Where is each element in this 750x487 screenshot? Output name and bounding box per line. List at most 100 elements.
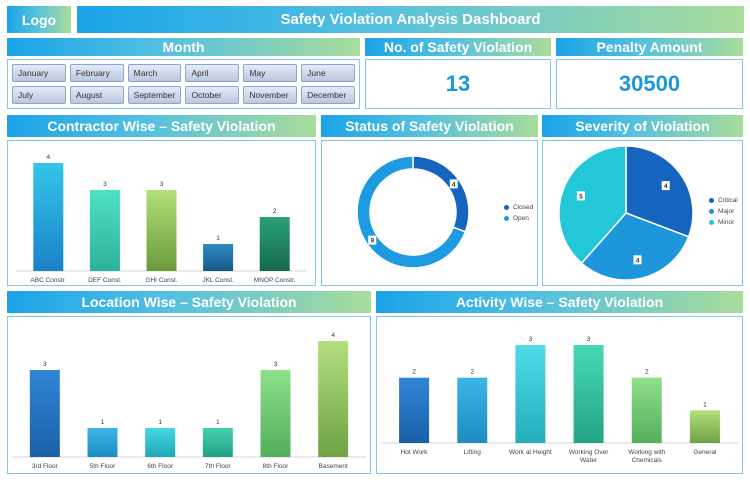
severity-pie-chart: 4 4 5 xyxy=(558,145,694,281)
contractor-category-label: MNOP Constr. xyxy=(254,277,296,284)
activity-chart-panel: 2 Hot Work 2 Lifting 3 Work at Height 3 Working… xyxy=(376,316,743,474)
contractor-value-label: 2 xyxy=(273,208,277,215)
month-button-october[interactable]: October xyxy=(185,86,240,104)
month-button-july[interactable]: July xyxy=(12,86,66,104)
location-category-label: 7th Floor xyxy=(205,463,231,470)
logo: Logo xyxy=(7,6,71,33)
contractor-value-label: 4 xyxy=(46,154,50,161)
legend-open-swatch xyxy=(504,216,509,221)
severity-label-box xyxy=(576,191,585,201)
severity-label-box xyxy=(661,181,670,191)
month-button-may[interactable]: May xyxy=(243,64,298,82)
severity-slice-major xyxy=(580,212,690,281)
severity-value-label: 4 xyxy=(664,183,668,190)
activity-category-label: Working Over xyxy=(569,449,609,456)
month-button-september[interactable]: September xyxy=(127,86,182,104)
activity-bar-working-over-water xyxy=(573,345,604,443)
month-button-june[interactable]: June xyxy=(301,64,355,82)
contractor-bar-jkl-const xyxy=(203,244,234,271)
location-bar-3rd-floor xyxy=(29,370,60,457)
location-chart-panel: 3 3rd Floor 1 5th Floor 1 6th Floor 1 7th Floor… xyxy=(7,316,371,474)
status-label-box xyxy=(449,179,458,189)
legend-minor: Minor xyxy=(709,219,738,226)
activity-category-label: Working with xyxy=(628,449,665,456)
activity-category-label: Water xyxy=(580,457,598,464)
legend-open-label: Open xyxy=(513,215,529,222)
month-button-march[interactable]: March xyxy=(127,64,182,82)
status-label-box xyxy=(368,235,377,245)
location-category-label: 8th Floor xyxy=(263,463,289,470)
legend-major-swatch xyxy=(709,209,714,214)
severity-value-label: 5 xyxy=(579,193,583,200)
contractor-value-label: 3 xyxy=(160,181,164,188)
activity-chart-header: Activity Wise – Safety Violation xyxy=(376,291,743,313)
activity-category-label: Chemicals xyxy=(632,457,663,464)
month-button-december[interactable]: December xyxy=(301,86,355,104)
activity-bar-working-with-chemicals xyxy=(631,377,662,443)
location-value-label: 3 xyxy=(274,361,278,368)
status-chart-header: Status of Safety Violation xyxy=(321,115,538,137)
location-bar-chart: 3 3rd Floor 1 5th Floor 1 6th Floor 1 7th Floor… xyxy=(12,332,366,470)
contractor-category-label: ABC Constr. xyxy=(30,277,66,284)
location-category-label: 6th Floor xyxy=(147,463,173,470)
month-header: Month xyxy=(7,38,360,56)
contractor-value-label: 3 xyxy=(103,181,107,188)
status-value-label: 9 xyxy=(370,238,374,245)
location-category-label: Basement xyxy=(319,463,348,470)
activity-bar-hot-work xyxy=(399,377,430,443)
legend-major: Major xyxy=(709,208,738,215)
legend-open: Open xyxy=(504,215,533,222)
status-slice-closed xyxy=(412,155,470,233)
severity-chart-panel: 4 4 5 Critical Major Minor xyxy=(542,140,743,286)
location-value-label: 1 xyxy=(158,419,162,426)
activity-value-label: 2 xyxy=(412,369,416,376)
contractor-chart-header: Contractor Wise – Safety Violation xyxy=(7,115,316,137)
contractor-value-label: 1 xyxy=(216,235,220,242)
contractor-category-label: JKL Const. xyxy=(202,277,234,284)
contractor-bar-chart: 4 ABC Constr. 3 DEF Const. 3 GHI Const. 1 JKL C… xyxy=(16,154,307,284)
activity-value-label: 2 xyxy=(470,369,474,376)
status-donut-chart: 49 xyxy=(356,155,470,269)
legend-major-label: Major xyxy=(718,208,735,215)
month-button-april[interactable]: April xyxy=(185,64,240,82)
legend-critical-label: Critical xyxy=(718,197,738,204)
activity-value-label: 1 xyxy=(703,401,707,408)
severity-label-box xyxy=(633,255,642,265)
dashboard-title: Safety Violation Analysis Dashboard xyxy=(77,6,744,33)
activity-category-label: Work at Height xyxy=(509,449,552,456)
legend-closed: Closed xyxy=(504,204,533,211)
location-chart-header: Location Wise – Safety Violation xyxy=(7,291,371,313)
legend-closed-swatch xyxy=(504,205,509,210)
severity-slice-critical xyxy=(625,145,694,238)
contractor-bar-ghi-const xyxy=(146,190,177,271)
penalty-kpi-header: Penalty Amount xyxy=(556,38,743,56)
month-button-february[interactable]: February xyxy=(69,64,124,82)
location-value-label: 1 xyxy=(216,419,220,426)
location-category-label: 5th Floor xyxy=(90,463,116,470)
location-bar-basement xyxy=(318,341,349,457)
legend-critical: Critical xyxy=(709,197,738,204)
severity-legend: Critical Major Minor xyxy=(709,197,738,230)
location-value-label: 1 xyxy=(101,419,105,426)
penalty-kpi-value: 30500 xyxy=(556,59,743,109)
status-slice-open xyxy=(356,155,467,269)
contractor-bar-mnop-constr xyxy=(259,217,290,271)
activity-category-label: Hot Work xyxy=(401,449,429,456)
contractor-bar-abc-constr xyxy=(33,163,64,271)
month-slicer: January February March April May June July Augu… xyxy=(7,59,360,109)
month-button-august[interactable]: August xyxy=(69,86,124,104)
month-button-january[interactable]: January xyxy=(12,64,66,82)
month-button-november[interactable]: November xyxy=(243,86,298,104)
contractor-category-label: DEF Const. xyxy=(88,277,122,284)
location-bar-7th-floor xyxy=(202,428,233,457)
violations-kpi-value: 13 xyxy=(365,59,551,109)
activity-bar-general xyxy=(689,410,720,443)
activity-category-label: General xyxy=(693,449,717,456)
location-category-label: 3rd Floor xyxy=(32,463,59,470)
activity-value-label: 3 xyxy=(529,336,533,343)
severity-slice-minor xyxy=(558,145,627,265)
location-bar-6th-floor xyxy=(145,428,176,457)
legend-minor-label: Minor xyxy=(718,219,735,226)
activity-bar-chart: 2 Hot Work 2 Lifting 3 Work at Height 3 Working… xyxy=(381,336,738,464)
